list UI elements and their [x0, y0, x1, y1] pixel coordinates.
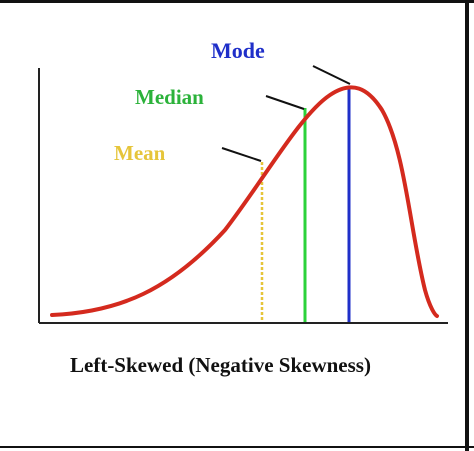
distribution-curve [50, 85, 439, 318]
mean-label: Mean [114, 141, 166, 165]
mean-pointer [221, 147, 262, 162]
caption: Left-Skewed (Negative Skewness) [70, 353, 371, 377]
mode-label: Mode [211, 38, 265, 63]
median-label: Median [135, 85, 204, 109]
median-pointer [265, 95, 305, 110]
mode-pointer [312, 65, 351, 85]
